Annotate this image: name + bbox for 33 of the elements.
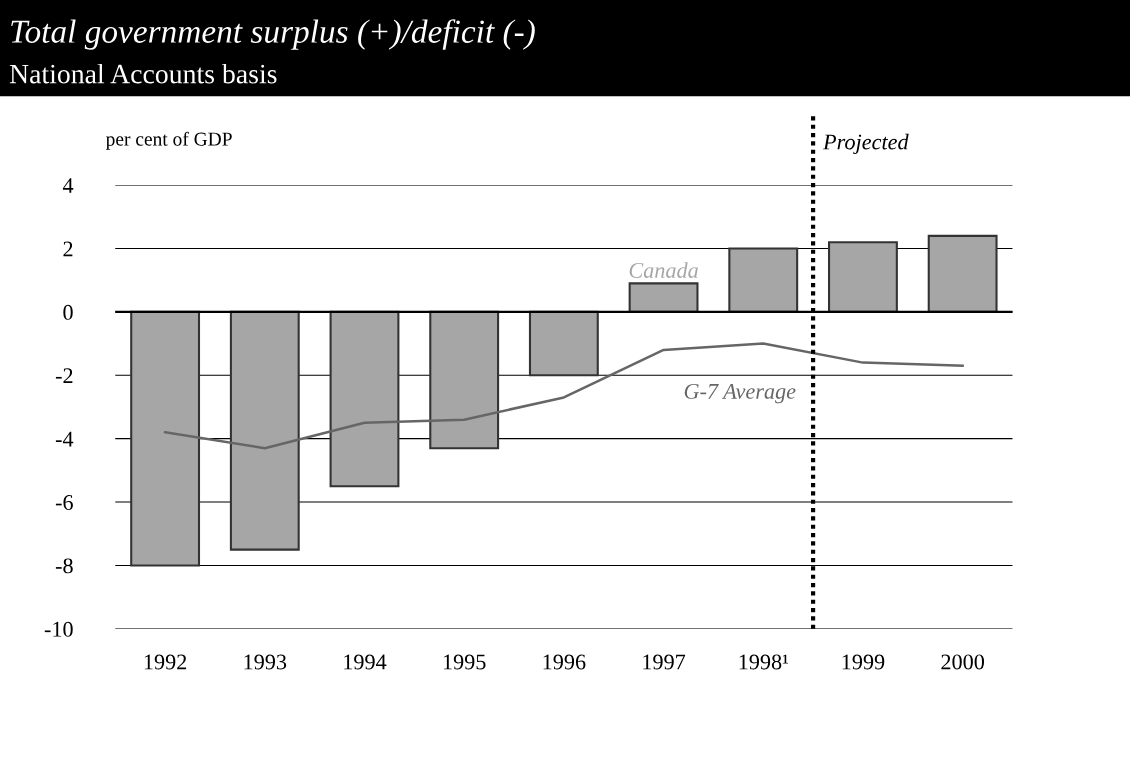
x-tick-label: 1992	[144, 654, 187, 670]
y-tick-label: 2	[63, 241, 73, 257]
bar	[828, 241, 898, 313]
y-tick-label: -8	[55, 558, 73, 574]
line-series	[163, 342, 964, 450]
y-axis-title: per cent of GDP	[105, 131, 232, 150]
ref-line-label: Projected	[822, 133, 909, 155]
y-tick-label: 0	[63, 304, 73, 320]
bar	[329, 310, 400, 488]
bar	[528, 310, 599, 377]
x-tick-label: 1999	[842, 654, 885, 670]
y-tick-label: 4	[62, 178, 74, 193]
x-tick-label: 1996	[543, 654, 586, 670]
bar	[628, 282, 699, 313]
bar	[728, 247, 799, 313]
y-tick-label: -10	[44, 621, 73, 637]
series-label: Canada	[629, 262, 698, 278]
y-tick-label: -2	[55, 368, 73, 383]
y-tick-label: -6	[55, 495, 73, 510]
bar	[927, 234, 998, 313]
chart-title: Total government surplus (+)/deficit (-)	[11, 19, 535, 50]
bar	[429, 310, 500, 450]
chart-subtitle: National Accounts basis	[9, 63, 277, 84]
x-tick-label: 1993	[244, 654, 287, 670]
x-tick-label: 1998¹	[739, 654, 789, 670]
x-tick-label: 1995	[443, 654, 486, 670]
x-tick-label: 1994	[344, 654, 387, 670]
series-label: G-7 Average	[684, 383, 796, 404]
x-tick-label: 1997	[643, 654, 686, 670]
x-tick-label: 2000	[941, 654, 985, 670]
y-tick-label: -4	[55, 431, 74, 447]
bar	[229, 310, 300, 551]
bar	[130, 310, 201, 567]
